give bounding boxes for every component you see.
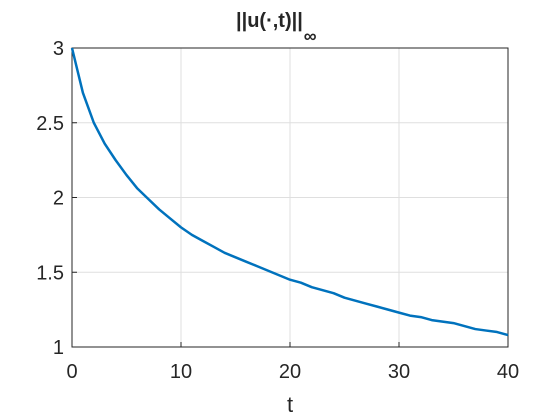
y-tick-label: 2 bbox=[53, 188, 64, 210]
chart-title: ||u(·,t)|| bbox=[236, 10, 303, 32]
x-tick-label: 20 bbox=[279, 361, 301, 383]
x-tick-label: 0 bbox=[66, 361, 77, 383]
chart-title-subscript: ∞ bbox=[304, 26, 317, 46]
x-tick-label: 40 bbox=[497, 361, 519, 383]
x-tick-label: 10 bbox=[170, 361, 192, 383]
y-tick-label: 1.5 bbox=[36, 262, 64, 284]
line bbox=[70, 47, 509, 337]
y-tick-label: 2.5 bbox=[36, 113, 64, 135]
x-axis-label: t bbox=[287, 392, 293, 417]
plot-frame bbox=[71, 47, 509, 348]
y-tick-label: 1 bbox=[53, 337, 64, 359]
y-tick-label: 3 bbox=[53, 38, 64, 60]
x-tick-label: 30 bbox=[388, 361, 410, 383]
